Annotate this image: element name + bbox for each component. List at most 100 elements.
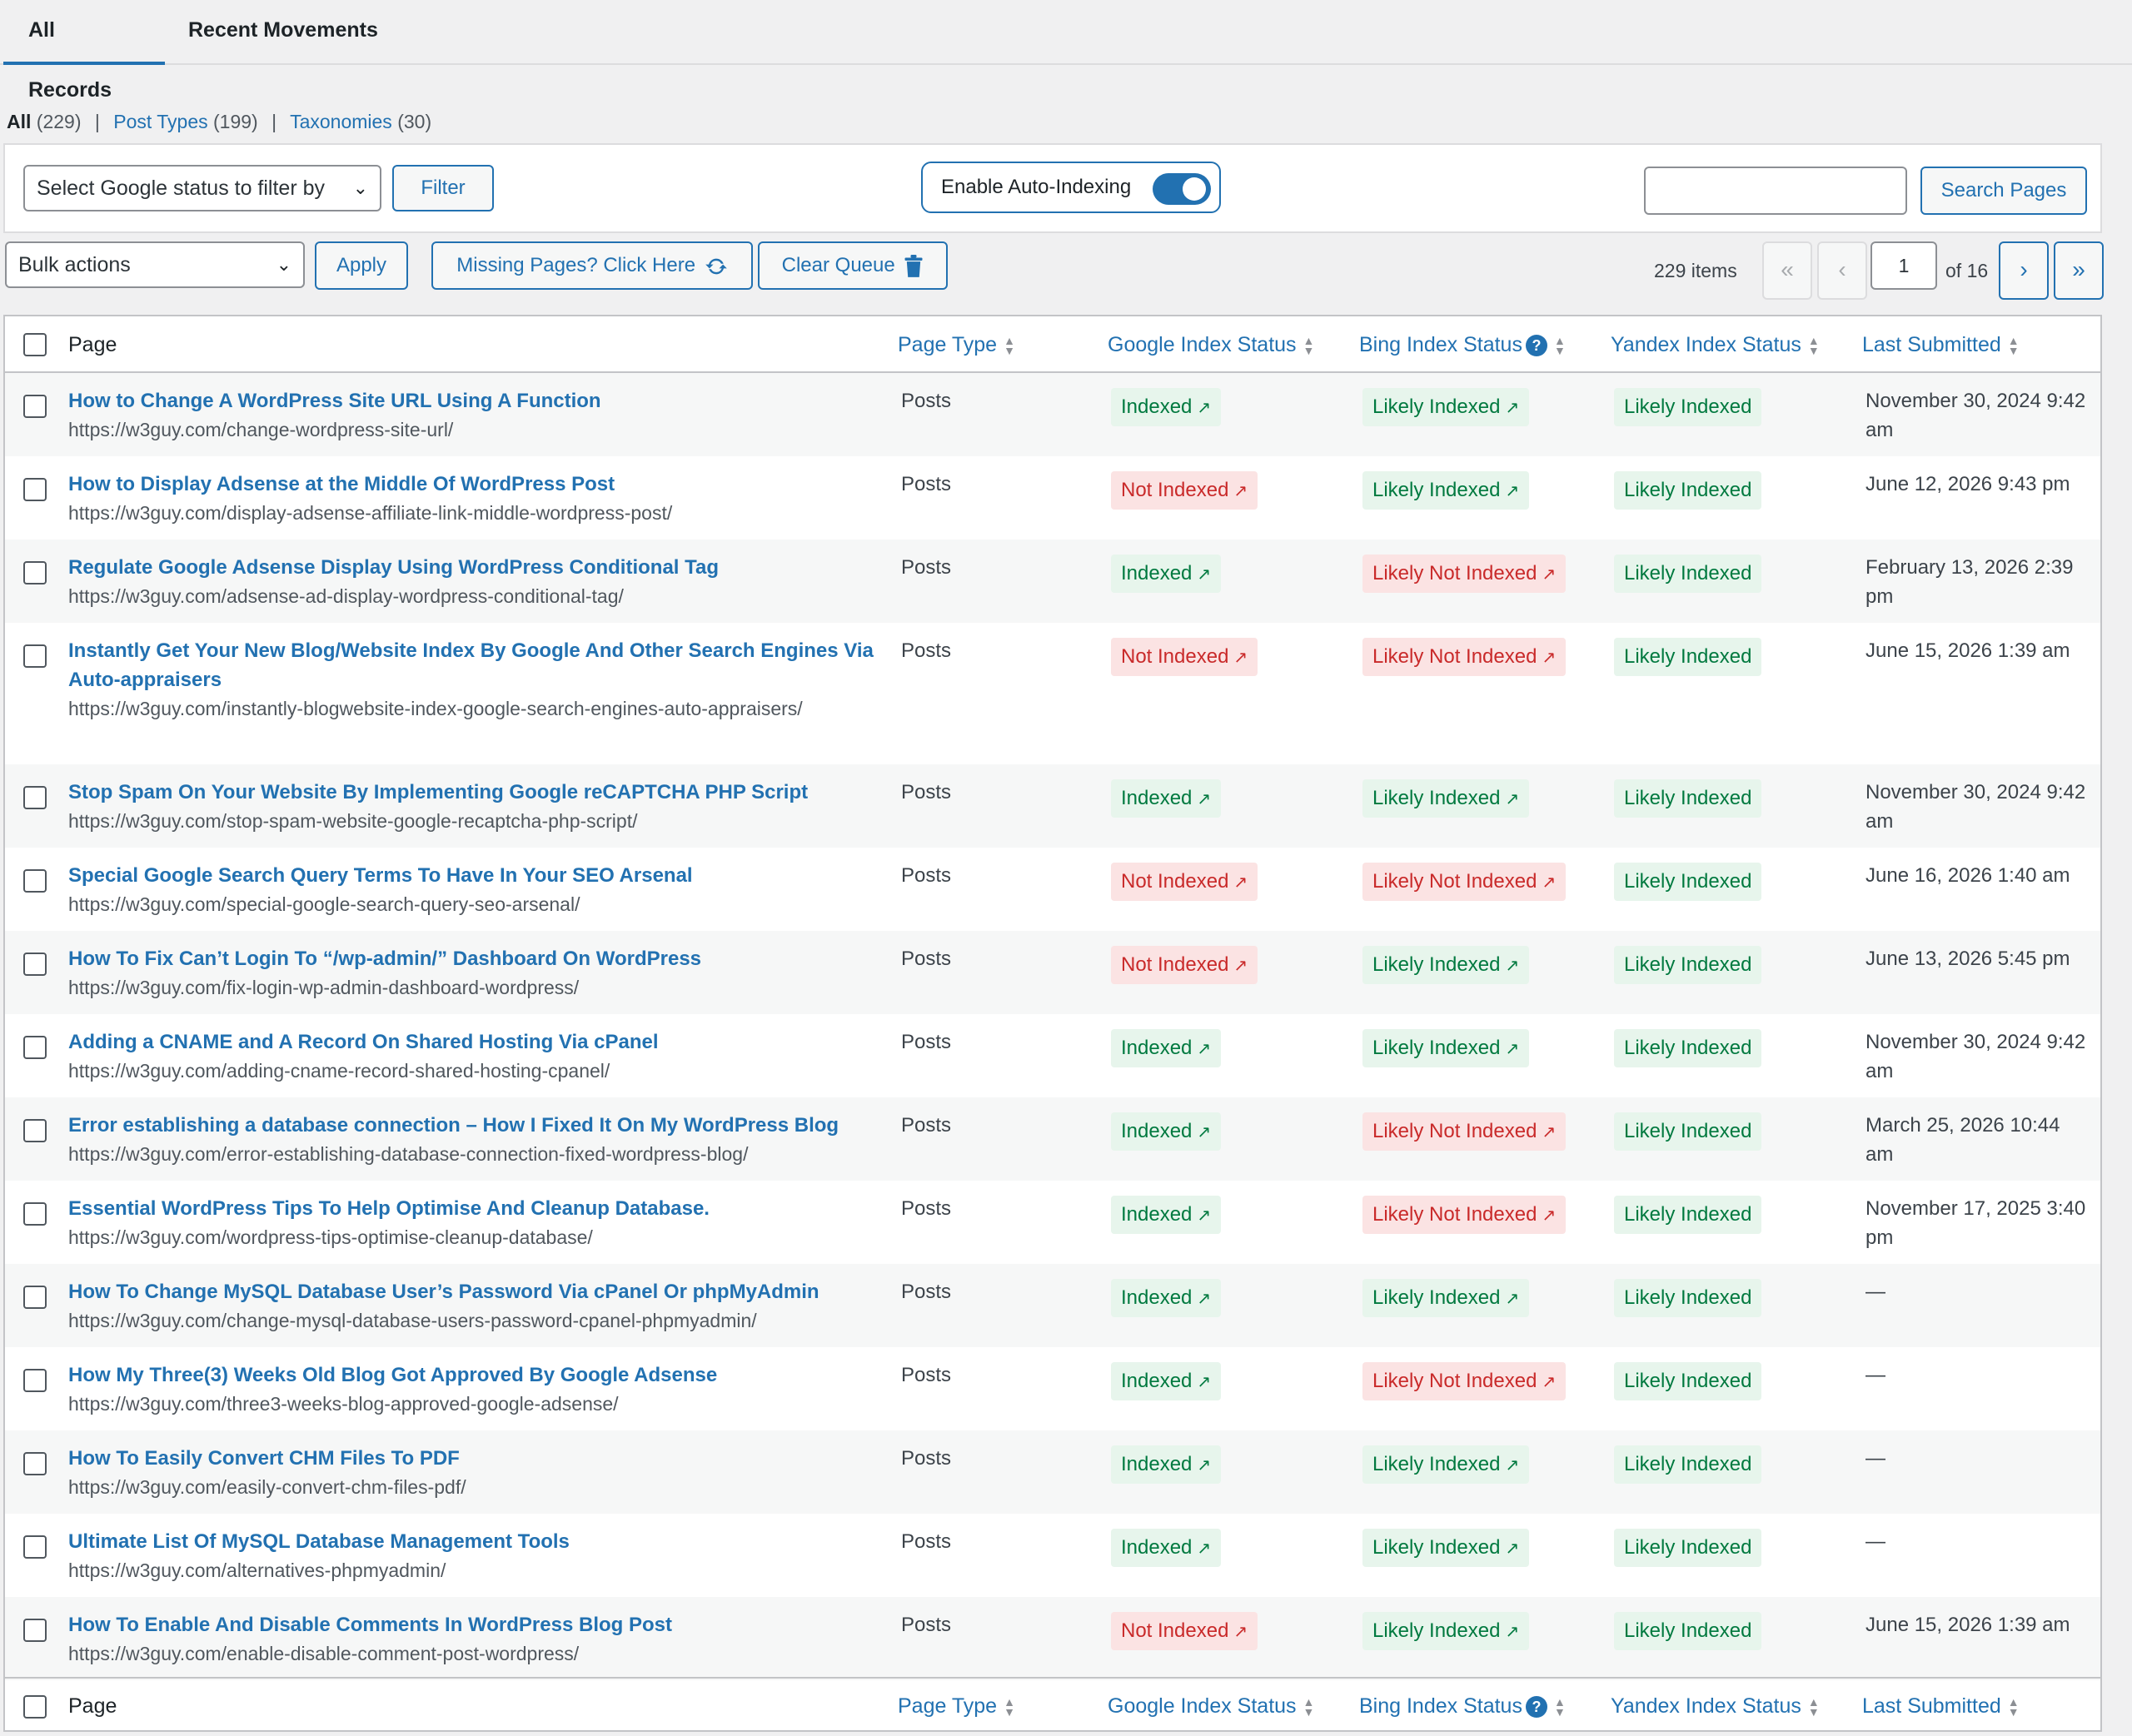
bing-status-badge[interactable]: Likely Not Indexed ↗	[1362, 1196, 1567, 1234]
column-page-type[interactable]: Page Type ▲ ▼	[898, 316, 1015, 373]
google-status-badge[interactable]: Not Indexed ↗	[1111, 946, 1258, 984]
refresh-icon	[701, 254, 728, 276]
filter-button[interactable]: Filter	[392, 165, 494, 211]
google-status-badge[interactable]: Indexed ↗	[1111, 1362, 1222, 1400]
google-status-select[interactable]: Select Google status to filter by ⌄	[23, 165, 381, 211]
google-status-badge[interactable]: Indexed ↗	[1111, 1029, 1222, 1067]
help-icon[interactable]: ?	[1525, 335, 1547, 357]
row-checkbox[interactable]	[23, 1036, 47, 1059]
page-title-link[interactable]: How To Change MySQL Database User’s Pass…	[68, 1281, 819, 1303]
bulk-actions-select[interactable]: Bulk actions ⌄	[5, 241, 305, 288]
prev-page-button[interactable]: ‹	[1817, 241, 1867, 300]
page-title-link[interactable]: How To Fix Can’t Login To “/wp-admin/” D…	[68, 948, 702, 970]
page-title-link[interactable]: Regulate Google Adsense Display Using Wo…	[68, 556, 720, 579]
row-checkbox[interactable]	[23, 1535, 47, 1559]
page-title-link[interactable]: Instantly Get Your New Blog/Website Inde…	[68, 639, 874, 691]
page-title-link[interactable]: Ultimate List Of MySQL Database Manageme…	[68, 1530, 570, 1553]
bing-status-badge[interactable]: Likely Indexed ↗	[1362, 1612, 1530, 1650]
yandex-status-badge: Likely Indexed	[1614, 1529, 1762, 1567]
filter-taxonomies-link[interactable]: Taxonomies	[290, 111, 392, 132]
last-page-button[interactable]: »	[2054, 241, 2104, 300]
page-type: Posts	[901, 781, 952, 803]
column-bing-index-status[interactable]: Bing Index Status? ▲ ▼	[1359, 316, 1566, 373]
row-checkbox[interactable]	[23, 644, 47, 668]
table-row: Adding a CNAME and A Record On Shared Ho…	[5, 1014, 2100, 1097]
column-yandex-index-status[interactable]: Yandex Index Status ▲ ▼	[1611, 1679, 1820, 1734]
filter-all-link[interactable]: All	[7, 111, 32, 132]
row-checkbox[interactable]	[23, 1619, 47, 1642]
tab-all-records[interactable]: All Records	[3, 0, 165, 102]
select-all-checkbox[interactable]	[23, 333, 47, 356]
page-title-link[interactable]: How My Three(3) Weeks Old Blog Got Appro…	[68, 1364, 718, 1386]
google-status-badge[interactable]: Indexed ↗	[1111, 1112, 1222, 1151]
page-title-link[interactable]: How to Display Adsense at the Middle Of …	[68, 473, 615, 495]
column-google-index-status[interactable]: Google Index Status ▲ ▼	[1108, 1679, 1314, 1734]
page-title-link[interactable]: Adding a CNAME and A Record On Shared Ho…	[68, 1031, 659, 1053]
google-status-badge[interactable]: Indexed ↗	[1111, 1445, 1222, 1484]
bing-status-badge[interactable]: Likely Indexed ↗	[1362, 1279, 1530, 1317]
yandex-status-label: Likely Indexed	[1624, 479, 1752, 501]
bing-status-badge[interactable]: Likely Not Indexed ↗	[1362, 1112, 1567, 1151]
bing-status-badge[interactable]: Likely Indexed ↗	[1362, 779, 1530, 818]
search-pages-button[interactable]: Search Pages	[1920, 167, 2087, 215]
google-status-badge[interactable]: Not Indexed ↗	[1111, 471, 1258, 510]
google-status-badge[interactable]: Indexed ↗	[1111, 779, 1222, 818]
current-page-input[interactable]: 1	[1870, 241, 1937, 290]
google-status-badge[interactable]: Not Indexed ↗	[1111, 638, 1258, 676]
help-icon[interactable]: ?	[1525, 1696, 1547, 1719]
apply-button[interactable]: Apply	[315, 241, 408, 290]
bing-status-badge[interactable]: Likely Indexed ↗	[1362, 1445, 1530, 1484]
bing-status-badge[interactable]: Likely Indexed ↗	[1362, 388, 1530, 426]
auto-indexing-toggle[interactable]	[1153, 173, 1211, 205]
row-checkbox[interactable]	[23, 1202, 47, 1226]
row-checkbox[interactable]	[23, 1286, 47, 1309]
bing-status-badge[interactable]: Likely Indexed ↗	[1362, 471, 1530, 510]
row-checkbox[interactable]	[23, 1119, 47, 1142]
page-title-link[interactable]: How to Change A WordPress Site URL Using…	[68, 390, 601, 412]
google-status-badge[interactable]: Indexed ↗	[1111, 1279, 1222, 1317]
row-checkbox[interactable]	[23, 1369, 47, 1392]
bing-status-badge[interactable]: Likely Not Indexed ↗	[1362, 1362, 1567, 1400]
row-checkbox[interactable]	[23, 478, 47, 501]
yandex-status-label: Likely Indexed	[1624, 1120, 1752, 1142]
row-checkbox[interactable]	[23, 395, 47, 418]
page-title-link[interactable]: How To Easily Convert CHM Files To PDF	[68, 1447, 460, 1470]
clear-queue-button[interactable]: Clear Queue	[758, 241, 948, 290]
bing-status-badge[interactable]: Likely Not Indexed ↗	[1362, 863, 1567, 901]
search-input[interactable]	[1644, 167, 1907, 215]
row-checkbox[interactable]	[23, 1452, 47, 1475]
bing-status-badge[interactable]: Likely Not Indexed ↗	[1362, 555, 1567, 593]
column-google-index-status[interactable]: Google Index Status ▲ ▼	[1108, 316, 1314, 373]
google-status-badge[interactable]: Not Indexed ↗	[1111, 1612, 1258, 1650]
page-title-link[interactable]: Error establishing a database connection…	[68, 1114, 839, 1137]
google-status-badge[interactable]: Indexed ↗	[1111, 555, 1222, 593]
sort-icon: ▲ ▼	[1807, 334, 1820, 358]
column-page-type[interactable]: Page Type ▲ ▼	[898, 1679, 1015, 1734]
bing-status-badge[interactable]: Likely Indexed ↗	[1362, 1029, 1530, 1067]
next-page-button[interactable]: ›	[1999, 241, 2049, 300]
column-last-submitted[interactable]: Last Submitted ▲ ▼	[1862, 316, 2020, 373]
page-title-link[interactable]: How To Enable And Disable Comments In Wo…	[68, 1614, 672, 1636]
filter-post-types-link[interactable]: Post Types	[113, 111, 208, 132]
row-checkbox[interactable]	[23, 786, 47, 809]
first-page-button[interactable]: «	[1762, 241, 1812, 300]
column-last-submitted[interactable]: Last Submitted ▲ ▼	[1862, 1679, 2020, 1734]
row-checkbox[interactable]	[23, 953, 47, 976]
page-title-link[interactable]: Special Google Search Query Terms To Hav…	[68, 864, 693, 887]
select-all-checkbox[interactable]	[23, 1695, 47, 1719]
google-status-badge[interactable]: Not Indexed ↗	[1111, 863, 1258, 901]
page-title-link[interactable]: Essential WordPress Tips To Help Optimis…	[68, 1197, 710, 1220]
tab-recent-movements[interactable]: Recent Movements	[188, 18, 378, 42]
column-yandex-index-status[interactable]: Yandex Index Status ▲ ▼	[1611, 316, 1820, 373]
google-status-badge[interactable]: Indexed ↗	[1111, 1529, 1222, 1567]
bing-status-badge[interactable]: Likely Not Indexed ↗	[1362, 638, 1567, 676]
missing-pages-button[interactable]: Missing Pages? Click Here	[431, 241, 753, 290]
google-status-badge[interactable]: Indexed ↗	[1111, 388, 1222, 426]
page-title-link[interactable]: Stop Spam On Your Website By Implementin…	[68, 781, 809, 803]
column-bing-index-status[interactable]: Bing Index Status? ▲ ▼	[1359, 1679, 1566, 1734]
row-checkbox[interactable]	[23, 561, 47, 584]
row-checkbox[interactable]	[23, 869, 47, 893]
google-status-badge[interactable]: Indexed ↗	[1111, 1196, 1222, 1234]
bing-status-badge[interactable]: Likely Indexed ↗	[1362, 1529, 1530, 1567]
bing-status-badge[interactable]: Likely Indexed ↗	[1362, 946, 1530, 984]
